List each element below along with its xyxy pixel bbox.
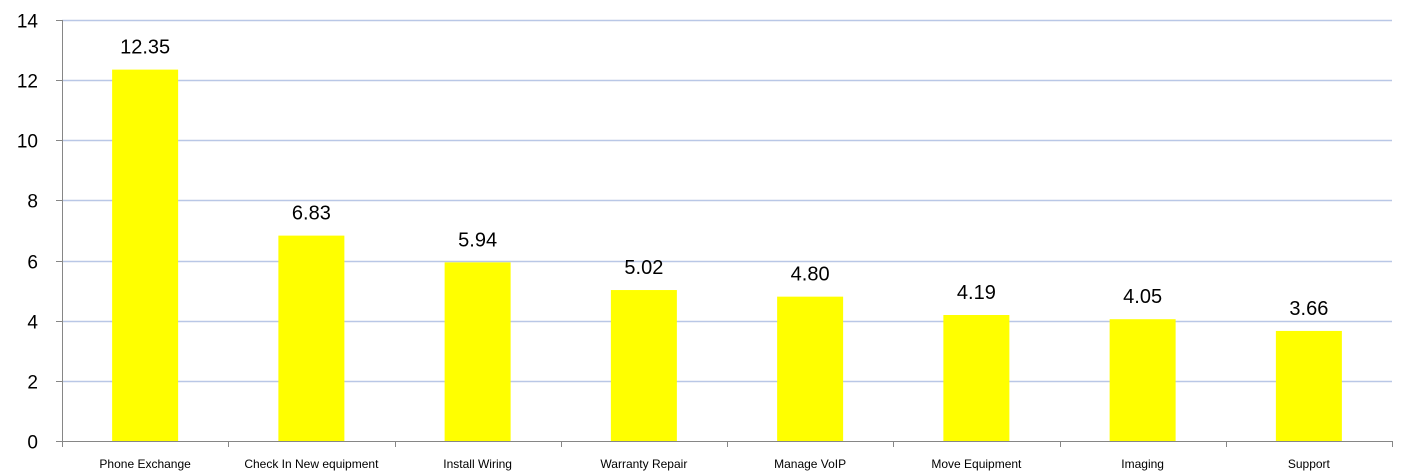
x-category-label: Imaging — [1121, 457, 1164, 471]
x-category-label: Check In New equipment — [244, 457, 379, 471]
y-tick-label: 0 — [27, 433, 38, 454]
y-tick-label: 6 — [27, 253, 38, 274]
axes — [56, 20, 1393, 447]
y-tick-label: 14 — [17, 12, 39, 33]
bar-value-label: 6.83 — [292, 203, 331, 225]
bar-value-label: 5.02 — [624, 257, 663, 279]
bars — [112, 69, 1342, 441]
y-tick-label: 2 — [27, 373, 38, 394]
bar — [278, 235, 345, 441]
y-tick-label: 12 — [17, 72, 38, 93]
x-axis-labels: Phone Exchange Check In New equipment Inst… — [99, 457, 1330, 471]
x-category-label: Phone Exchange — [99, 457, 191, 471]
bar-value-label: 4.19 — [957, 282, 996, 304]
bar-value-label: 5.94 — [458, 229, 497, 251]
y-tick-label: 10 — [17, 132, 38, 153]
bar-value-label: 4.05 — [1123, 286, 1162, 308]
bar — [1275, 330, 1342, 441]
gridlines — [62, 19, 1392, 383]
bar-value-label: 12.35 — [120, 37, 170, 59]
bar — [777, 296, 844, 441]
y-axis-ticks: 0 2 4 6 8 10 12 14 — [17, 12, 39, 454]
bar-value-label: 3.66 — [1289, 298, 1328, 320]
bar — [444, 262, 511, 441]
bar — [943, 315, 1010, 441]
x-category-label: Install Wiring — [443, 457, 512, 471]
data-labels: 12.35 6.83 5.94 5.02 4.80 4.19 4.05 3.66 — [120, 37, 1328, 320]
bar-value-label: 4.80 — [791, 264, 830, 286]
bar — [610, 290, 677, 441]
bar — [1109, 319, 1176, 441]
x-category-label: Support — [1288, 457, 1331, 471]
bar — [112, 69, 179, 441]
x-category-label: Manage VoIP — [774, 457, 846, 471]
y-tick-label: 4 — [27, 313, 38, 334]
x-category-label: Move Equipment — [931, 457, 1022, 471]
x-category-label: Warranty Repair — [600, 457, 687, 471]
y-tick-label: 8 — [27, 192, 38, 213]
